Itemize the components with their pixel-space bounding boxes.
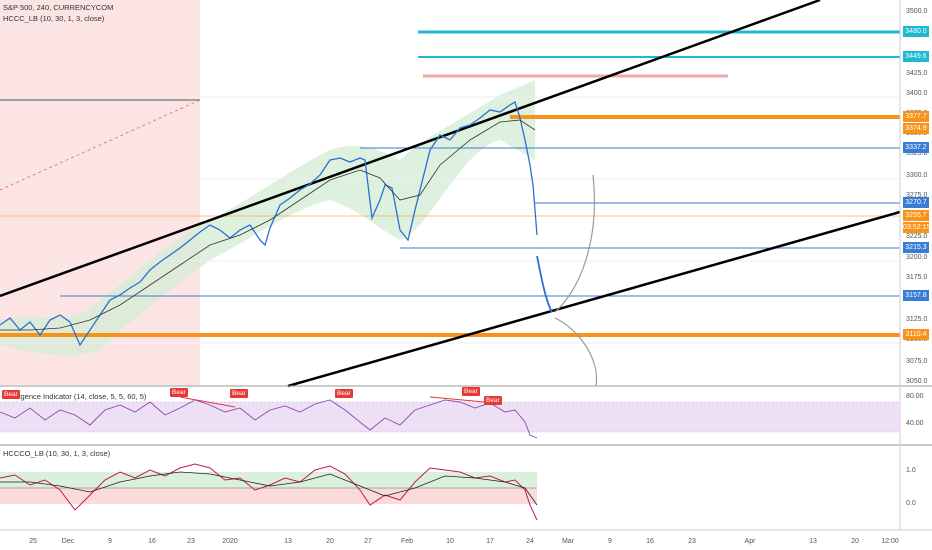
price-label: 3270.7: [903, 197, 929, 208]
price-tick: 3200.0: [906, 254, 928, 261]
band-area: [0, 80, 535, 356]
price-label: 3157.8: [903, 290, 929, 301]
grid: [0, 96, 900, 344]
time-axis: 25 Dec 9 16 23 2020 13 20 27 Feb 10 17 24 Mar 9 16 23 Apr…: [29, 538, 899, 545]
time-tick: 9: [108, 538, 112, 545]
time-tick: 25: [29, 538, 37, 545]
rsi-band: [0, 402, 900, 432]
time-tick: 13: [809, 538, 817, 545]
price-label: 3480.0: [903, 26, 929, 37]
time-tick: 24: [526, 538, 534, 545]
time-tick: 16: [148, 538, 156, 545]
time-tick: 23: [688, 538, 696, 545]
bear-label: Bear: [484, 396, 502, 405]
price-label: 03:52:15: [903, 222, 931, 233]
time-tick: 12:00: [881, 538, 899, 545]
hccco-legend[interactable]: HCCCO_LB (10, 30, 1, 3, close): [3, 449, 111, 458]
price-label: 3377.7: [903, 111, 929, 122]
price-tick: 3175.0: [906, 274, 928, 281]
price-tick: 3125.0: [906, 316, 928, 323]
price-tick: 3500.0: [906, 8, 928, 15]
price-tick: 3050.0: [906, 378, 928, 385]
bear-label: Bear: [2, 390, 20, 399]
projection-arc-up: [554, 174, 595, 313]
rsi-line: [0, 399, 538, 439]
time-tick: 23: [187, 538, 195, 545]
hccco-black: [0, 471, 538, 506]
time-tick: 16: [646, 538, 654, 545]
price-tick: 3275.0: [906, 192, 928, 199]
rsi-tick-40: 40.00: [906, 420, 924, 427]
lower-trendline[interactable]: [287, 210, 901, 388]
main-legend-symbol[interactable]: S&P 500, 240, CURRENCYCOM: [3, 3, 114, 12]
time-tick: 10: [446, 538, 454, 545]
hccco-lower-band: [0, 488, 537, 504]
time-tick: Dec: [62, 538, 75, 545]
price-label: 3255.7: [903, 210, 929, 221]
main-legend-indicator[interactable]: HCCC_LB (10, 30, 1, 3, close): [3, 14, 105, 23]
projection-arc-down: [554, 317, 598, 387]
price-tick: 3300.0: [906, 172, 928, 179]
bear-label: Bear: [170, 388, 188, 397]
rsi-legend[interactable]: Divergence Indicator (14, close, 5, 5, 6…: [3, 392, 147, 401]
price-tick: 3400.0: [906, 90, 928, 97]
bear-div-1: [179, 396, 236, 408]
price-label: 3215.3: [903, 242, 929, 253]
time-tick: 27: [364, 538, 372, 545]
time-tick: Apr: [745, 538, 757, 545]
bear-label: Bear: [230, 389, 248, 398]
projection-drop: [536, 255, 553, 313]
time-tick: Feb: [401, 538, 413, 545]
dashed-trend[interactable]: [0, 99, 201, 191]
price-tick: 3425.0: [906, 70, 928, 77]
price-label: 3449.6: [903, 51, 929, 62]
time-tick: 17: [486, 538, 494, 545]
time-tick: 20: [326, 538, 334, 545]
time-tick: Mar: [562, 538, 575, 545]
price-label: 3374.9: [903, 123, 929, 134]
time-tick: 20: [851, 538, 859, 545]
price-tick: 3075.0: [906, 358, 928, 365]
hccco-tick-1: 1.0: [906, 467, 916, 474]
moving-average: [0, 119, 536, 331]
hccco-upper-band: [0, 472, 537, 488]
bear-label: Bear: [462, 387, 480, 396]
price-label: 3110.4: [903, 329, 929, 340]
time-tick: 9: [608, 538, 612, 545]
price-label: 3337.2: [903, 142, 929, 153]
hccco-tick-0: 0.0: [906, 500, 916, 507]
price-tick: 3325.0: [906, 150, 928, 157]
bear-label: Bear: [335, 389, 353, 398]
price-tick: 3225.0: [906, 233, 928, 240]
time-tick: 13: [284, 538, 292, 545]
upper-trendline[interactable]: [0, 0, 821, 298]
rsi-tick-80: 80.00: [906, 393, 924, 400]
time-tick: 2020: [222, 538, 238, 545]
price-line: [0, 101, 538, 347]
